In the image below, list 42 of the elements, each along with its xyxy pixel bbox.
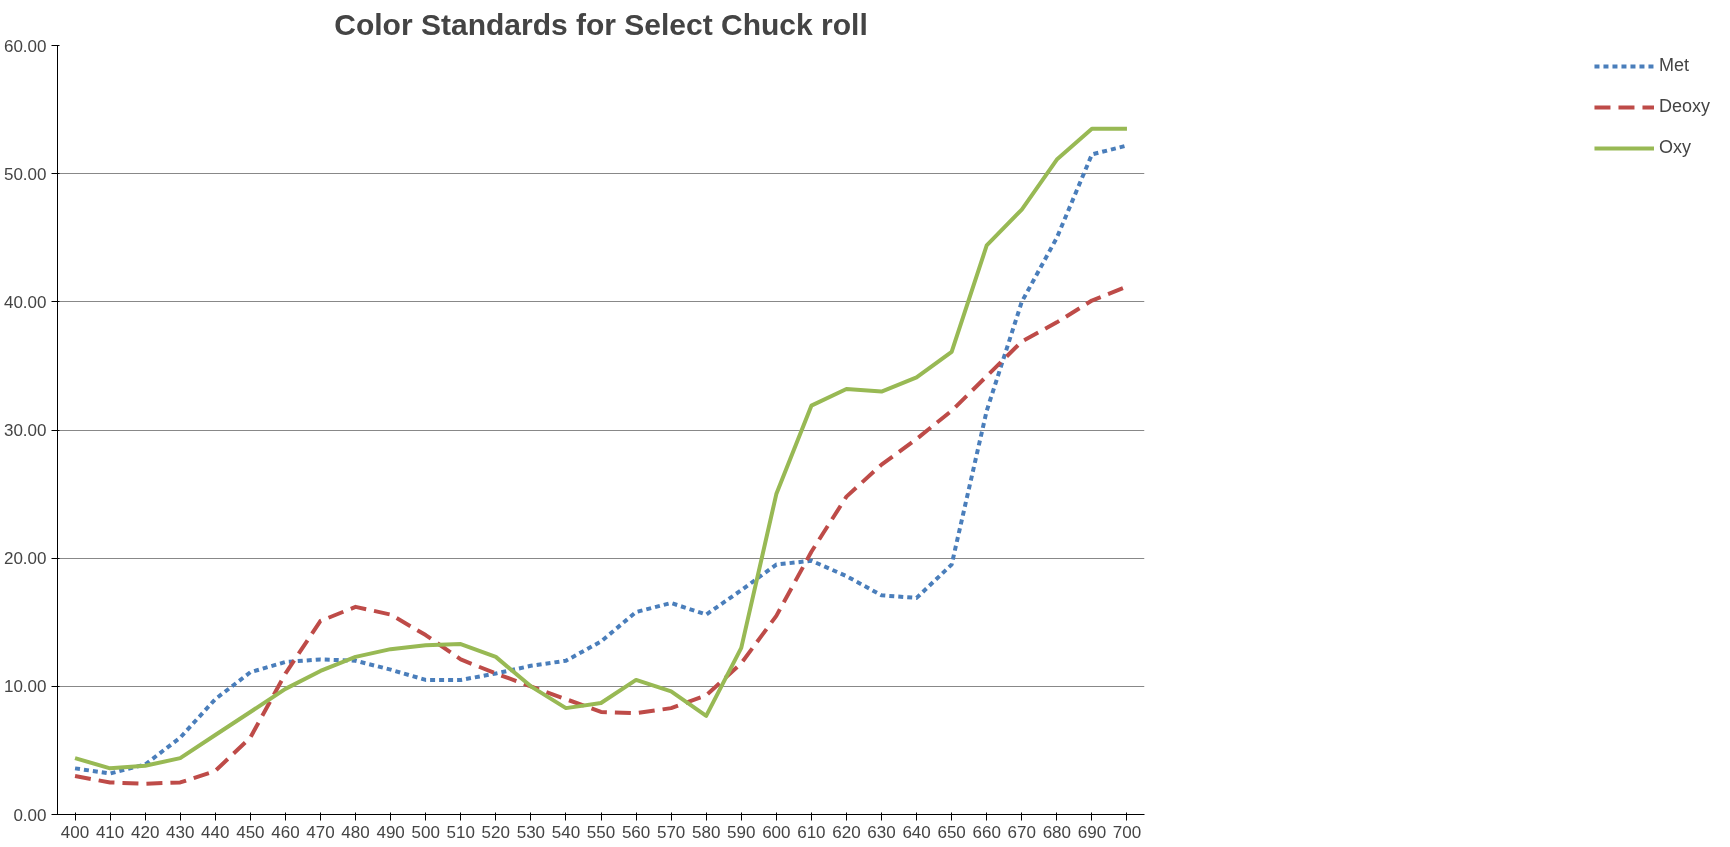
- x-tick-label: 540: [551, 822, 581, 842]
- x-tick-label: 640: [902, 822, 931, 842]
- x-tick-label: 620: [832, 822, 861, 842]
- y-tick-label: 0.00: [13, 805, 47, 825]
- x-tick-label: 400: [60, 822, 90, 842]
- x-tick-label: 500: [411, 822, 440, 842]
- x-tick-label: 490: [376, 822, 405, 842]
- x-tick-label: 560: [621, 822, 651, 842]
- x-tick-label: 590: [727, 822, 756, 842]
- x-tick-label: 430: [166, 822, 195, 842]
- legend-label: Met: [1658, 55, 1689, 76]
- x-tick-label: 700: [1112, 822, 1142, 842]
- y-tick-label: 10.00: [3, 677, 47, 697]
- y-tick-label: 50.00: [3, 164, 47, 184]
- x-tick-label: 480: [341, 822, 370, 842]
- x-tick-label: 470: [306, 822, 335, 842]
- x-tick-label: 680: [1042, 822, 1072, 842]
- x-tick-label: 660: [972, 822, 1001, 842]
- x-tick-label: 570: [656, 822, 686, 842]
- y-tick-label: 20.00: [3, 549, 47, 569]
- legend-label: Deoxy: [1658, 96, 1710, 117]
- x-tick-label: 550: [586, 822, 616, 842]
- x-tick-label: 630: [867, 822, 896, 842]
- x-tick-label: 600: [762, 822, 791, 842]
- x-tick-label: 650: [937, 822, 966, 842]
- x-tick-label: 460: [271, 822, 300, 842]
- legend-label: Oxy: [1658, 137, 1691, 158]
- y-tick-label: 30.00: [3, 421, 47, 440]
- x-tick-label: 690: [1077, 822, 1107, 842]
- chart-title: Color Standards for Select Chuck roll: [334, 7, 868, 41]
- y-tick-label: 60.00: [3, 36, 47, 56]
- y-tick-label: 40.00: [3, 292, 47, 312]
- x-tick-label: 410: [95, 822, 125, 842]
- x-tick-label: 610: [797, 822, 826, 842]
- x-tick-label: 520: [481, 822, 510, 842]
- x-tick-label: 510: [446, 822, 475, 842]
- x-tick-label: 580: [692, 822, 721, 842]
- x-tick-label: 530: [516, 822, 546, 842]
- x-tick-label: 420: [130, 822, 160, 842]
- x-tick-label: 440: [201, 822, 230, 842]
- x-tick-label: 670: [1007, 822, 1036, 842]
- x-tick-label: 450: [236, 822, 265, 842]
